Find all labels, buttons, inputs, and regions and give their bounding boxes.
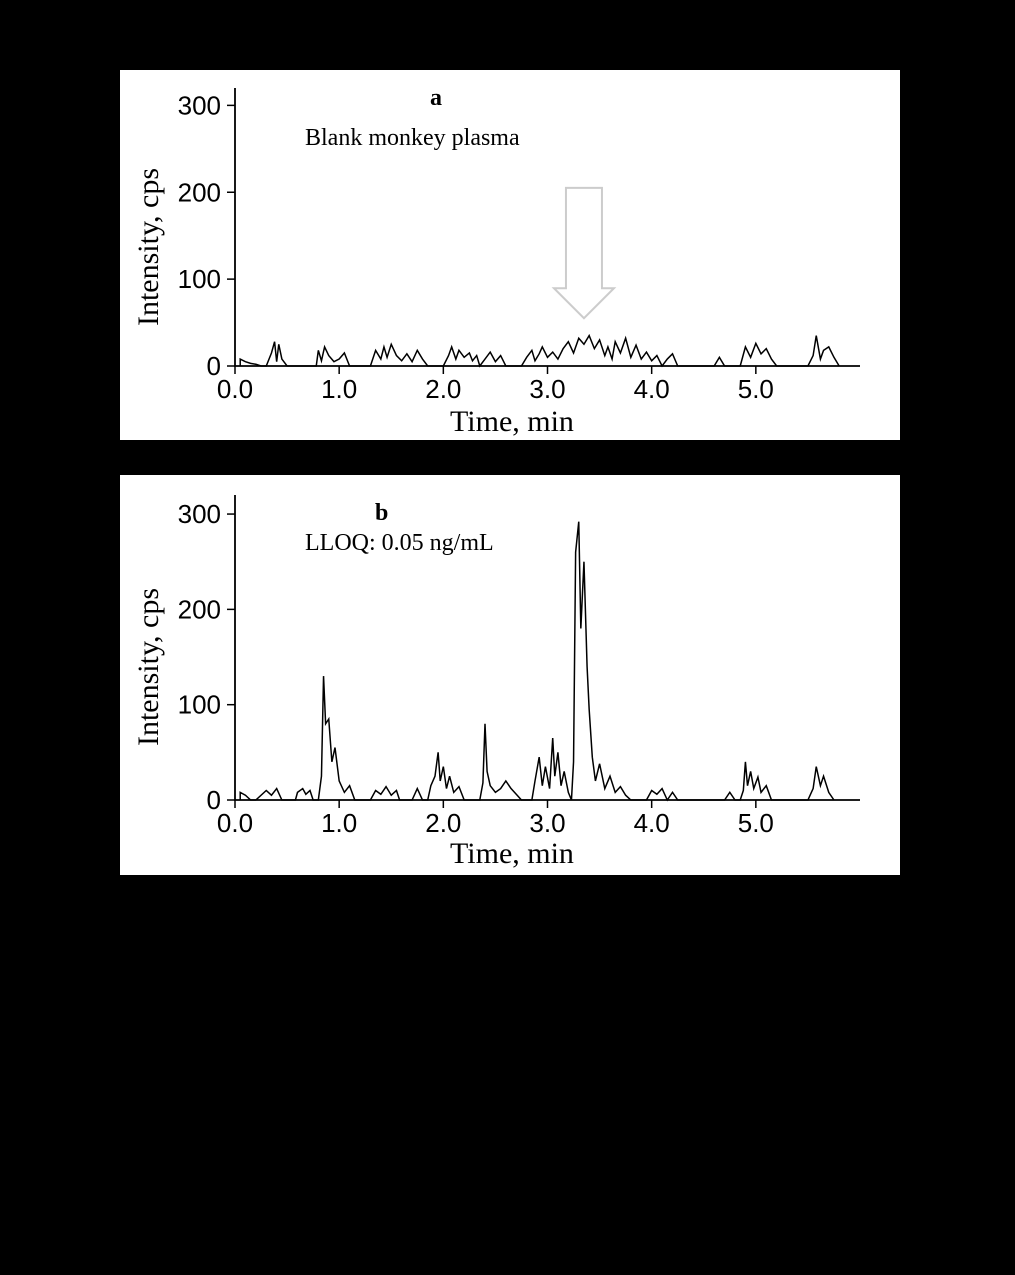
svg-text:1.0: 1.0 <box>321 808 357 838</box>
svg-text:4.0: 4.0 <box>634 808 670 838</box>
svg-text:4.0: 4.0 <box>634 374 670 404</box>
svg-text:100: 100 <box>178 690 221 720</box>
svg-text:2.0: 2.0 <box>425 808 461 838</box>
svg-text:5.0: 5.0 <box>738 374 774 404</box>
svg-text:200: 200 <box>178 594 221 624</box>
chart-a: Intensity, cps Time, min a Blank monkey … <box>120 70 900 440</box>
svg-text:3.0: 3.0 <box>529 808 565 838</box>
svg-text:1.0: 1.0 <box>321 374 357 404</box>
svg-text:300: 300 <box>178 499 221 529</box>
svg-text:3.0: 3.0 <box>529 374 565 404</box>
svg-text:0.0: 0.0 <box>217 808 253 838</box>
svg-text:0.0: 0.0 <box>217 374 253 404</box>
svg-text:5.0: 5.0 <box>738 808 774 838</box>
svg-text:300: 300 <box>178 90 221 120</box>
chart-a-plot: 01002003000.01.02.03.04.05.0 <box>120 70 900 440</box>
chart-b-plot: 01002003000.01.02.03.04.05.0 <box>120 475 900 875</box>
svg-text:2.0: 2.0 <box>425 374 461 404</box>
svg-text:100: 100 <box>178 264 221 294</box>
svg-text:200: 200 <box>178 177 221 207</box>
chart-b: Intensity, cps Time, min b LLOQ: 0.05 ng… <box>120 475 900 875</box>
